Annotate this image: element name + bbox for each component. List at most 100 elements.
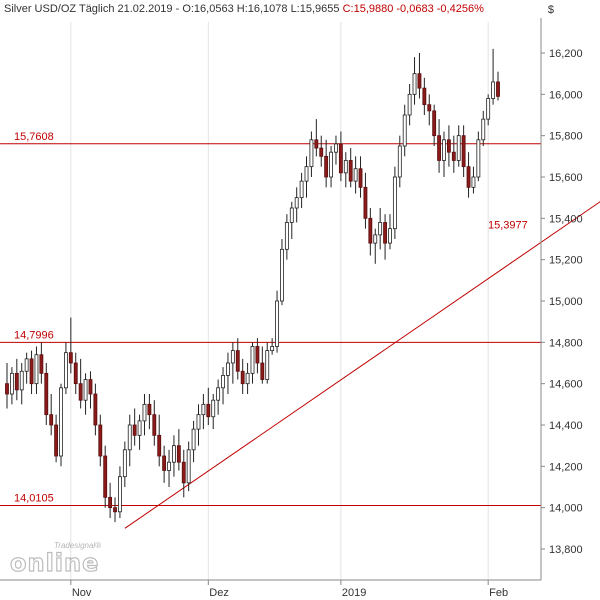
candle (59, 383, 63, 467)
candle (39, 342, 44, 384)
candle-body (392, 176, 397, 230)
candle-body (284, 222, 289, 250)
candle (226, 352, 230, 394)
candle (122, 441, 127, 487)
candle (363, 172, 368, 229)
candle (299, 172, 304, 208)
candle-body (334, 143, 338, 153)
tradesignal-logo: Tradesignal® online (8, 540, 106, 578)
candle (496, 71, 500, 101)
y-tick-label: 16,200 (549, 48, 583, 60)
candle (44, 363, 49, 425)
candle (162, 445, 167, 483)
candle (451, 135, 456, 173)
candle-body (319, 147, 324, 157)
candle-body (451, 151, 456, 161)
candle-body (304, 166, 309, 182)
candle-body (388, 228, 392, 244)
candle (314, 119, 319, 157)
grid (70, 22, 489, 580)
candle (437, 119, 442, 173)
candle (24, 352, 29, 384)
candle (127, 414, 132, 467)
candle-body (152, 414, 157, 436)
candle (103, 445, 108, 508)
x-tick-label: Nov (72, 587, 92, 599)
y-tick-label: 16,000 (549, 89, 583, 101)
candle (368, 208, 373, 256)
candle-body (211, 399, 216, 418)
candle (230, 342, 235, 384)
candle (461, 125, 466, 177)
candle (329, 146, 333, 188)
candle (491, 48, 496, 105)
y-tick-label: 14,200 (549, 461, 583, 473)
candle (275, 290, 279, 353)
candle-body (113, 507, 117, 513)
y-tick-label: 14,800 (549, 337, 583, 349)
candle (9, 367, 14, 405)
candles (5, 48, 500, 523)
candle (353, 156, 358, 194)
candle-body (245, 372, 250, 385)
candle-body (299, 180, 304, 199)
y-tick-label: 14,400 (549, 420, 583, 432)
candle-body (127, 424, 132, 451)
candle-body (63, 352, 68, 389)
candle-body (260, 362, 265, 380)
candle (240, 358, 245, 394)
candle (417, 53, 422, 99)
candle (63, 342, 68, 394)
candle-body (157, 434, 162, 457)
candle (98, 414, 103, 467)
candle (402, 104, 407, 157)
candle-body (383, 222, 387, 244)
candle-body (461, 135, 466, 168)
candle-body (191, 428, 196, 451)
candle-body (29, 358, 34, 385)
candle-body (265, 350, 270, 380)
chart-header: Silver USD/OZ Täglich 21.02.2019 - O:16,… (4, 3, 484, 15)
candle (260, 346, 265, 384)
y-tick-label: 15,200 (549, 255, 583, 267)
candle (88, 371, 93, 409)
candle (466, 152, 471, 198)
level-label: 14,0105 (14, 492, 54, 504)
candle-body (108, 496, 113, 509)
candle (280, 239, 284, 306)
candle-body (442, 139, 446, 161)
candle-body (363, 186, 368, 219)
y-tick-label: 14,000 (549, 503, 583, 515)
candle-body (162, 455, 167, 471)
candle (358, 156, 363, 198)
candle-body (68, 352, 73, 364)
candle (206, 387, 211, 425)
candle (442, 131, 446, 177)
candle-body (59, 387, 63, 457)
candle-body (358, 168, 363, 188)
candle-body (275, 300, 279, 347)
candle (348, 148, 353, 188)
candle-body (176, 445, 181, 463)
currency-symbol: $ (547, 4, 554, 16)
candle (265, 342, 270, 384)
candle (397, 135, 402, 188)
y-tick-label: 15,800 (549, 131, 583, 143)
y-tick-label: 15,400 (549, 213, 583, 225)
candle (412, 57, 417, 105)
candle (446, 125, 451, 167)
candle (270, 338, 275, 355)
candle-body (289, 207, 294, 223)
candle (191, 420, 196, 463)
candle-body (54, 424, 59, 457)
candle (5, 363, 9, 409)
x-tick-label: Feb (489, 587, 508, 599)
candle-body (14, 372, 19, 391)
candle-body (103, 455, 108, 498)
candle (14, 358, 19, 401)
y-tick-label: 15,600 (549, 172, 583, 184)
candle-body (432, 110, 437, 137)
candle (118, 466, 122, 518)
axes: 13,800 14,000 14,200 14,400 14,600 14,800 15,0… (0, 18, 583, 599)
candle-body (226, 362, 230, 376)
